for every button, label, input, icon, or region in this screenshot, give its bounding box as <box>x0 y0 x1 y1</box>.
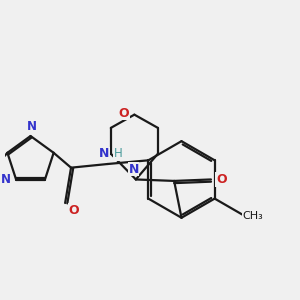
Text: CH₃: CH₃ <box>242 211 263 221</box>
Text: O: O <box>119 107 129 120</box>
Text: O: O <box>216 173 226 186</box>
Text: H: H <box>114 147 122 160</box>
Text: N: N <box>128 163 139 176</box>
Text: N: N <box>99 147 109 160</box>
Text: N: N <box>1 173 11 187</box>
Text: N: N <box>27 120 37 133</box>
Text: O: O <box>69 204 79 217</box>
